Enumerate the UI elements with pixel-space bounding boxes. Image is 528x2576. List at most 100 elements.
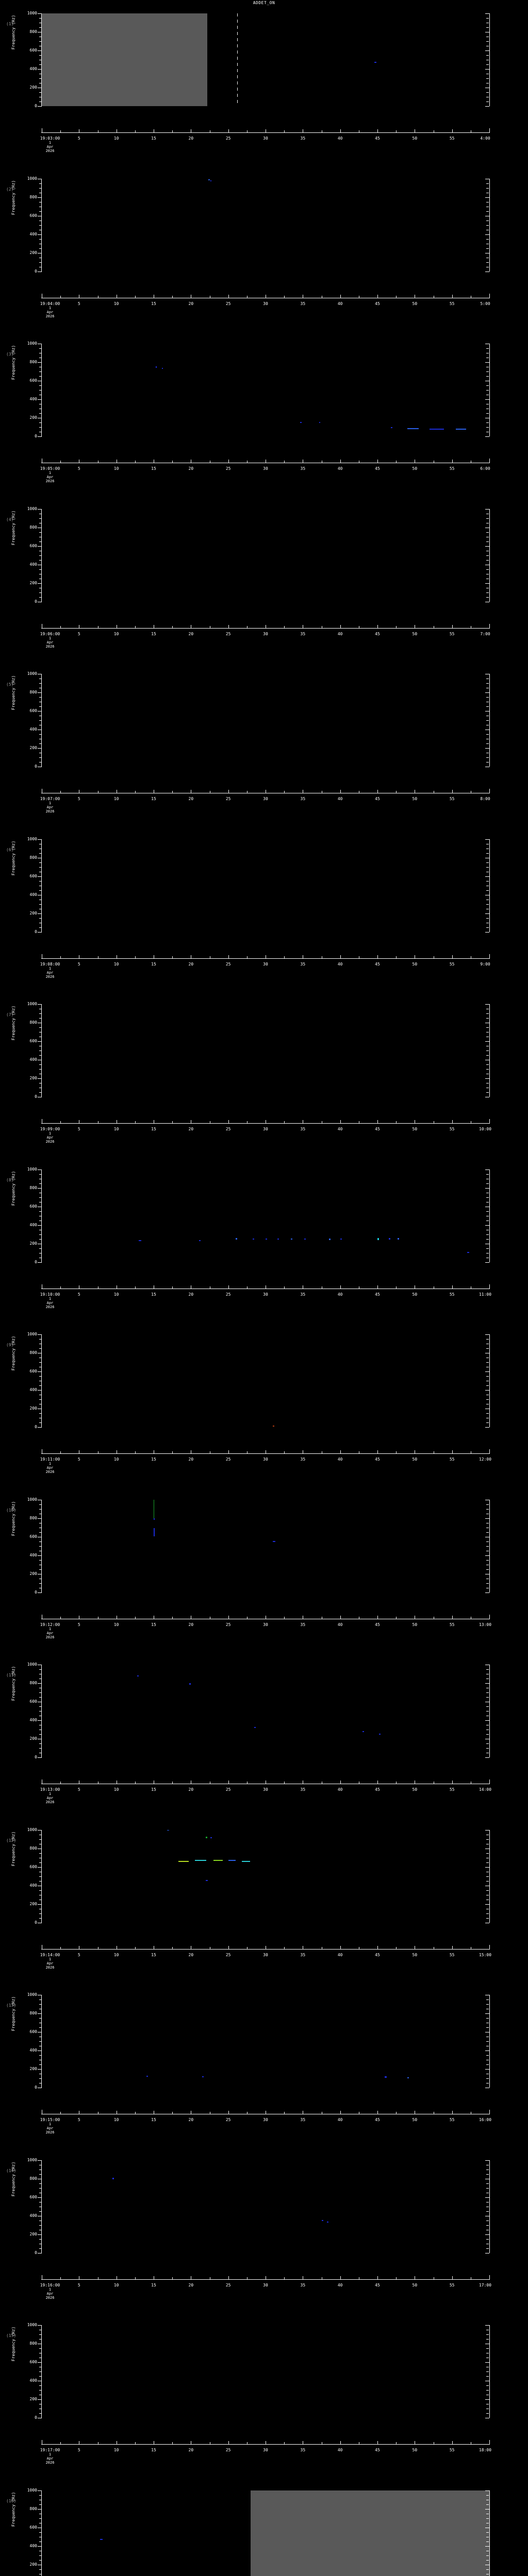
x-axis-tick <box>284 2277 285 2279</box>
plot-area[interactable] <box>42 2325 489 2418</box>
x-axis-tick <box>377 460 378 463</box>
x-axis-tick <box>340 1615 341 1619</box>
plot-area[interactable] <box>42 1004 489 1097</box>
detection-mark <box>210 1837 212 1839</box>
x-axis-spine <box>41 2444 490 2445</box>
y-axis-tick <box>486 1999 489 2000</box>
x-axis-tick-label: 35 <box>300 1952 306 1957</box>
y-axis-tick <box>39 211 42 212</box>
x-axis-tick <box>284 1616 285 1619</box>
plot-area[interactable] <box>42 1665 489 1757</box>
y-axis-tick <box>39 904 42 905</box>
x-axis-tick-label: 35 <box>300 1127 306 1131</box>
plot-area[interactable] <box>42 1995 489 2088</box>
plot-area[interactable] <box>42 344 489 436</box>
x-axis-start-label: 19:11:00 <box>40 1457 60 1462</box>
y-axis-tick <box>485 2362 489 2363</box>
x-axis-tick <box>284 791 285 793</box>
y-axis-tick-label: 600 <box>29 1534 37 1539</box>
y-axis-tick <box>486 1913 489 1914</box>
x-axis-tick-label: 20 <box>188 1292 194 1297</box>
y-axis-tick <box>39 862 42 863</box>
y-axis-tick <box>38 399 42 400</box>
detection-mark <box>273 1426 275 1427</box>
detection-mark <box>206 1880 208 1882</box>
x-axis-spine <box>41 1948 490 1950</box>
y-axis-tick-label: 0 <box>35 2085 37 2090</box>
x-axis-tick <box>340 790 341 793</box>
y-axis-tick <box>486 64 489 65</box>
plot-area[interactable] <box>42 1334 489 1427</box>
x-axis-tick <box>60 1616 61 1619</box>
x-axis-tick <box>377 1450 378 1453</box>
detection-mark <box>319 422 321 423</box>
plot-area[interactable] <box>42 2490 489 2576</box>
plot-area[interactable] <box>42 13 489 106</box>
y-axis-tick <box>38 876 42 877</box>
y-axis-tick-label: 600 <box>29 1699 37 1704</box>
x-axis-tick-label: 30 <box>263 961 268 967</box>
plot-area[interactable] <box>42 674 489 767</box>
y-axis-tick <box>486 867 489 868</box>
y-axis-tick-label: 200 <box>29 2231 37 2236</box>
y-axis-tick <box>486 1348 489 1349</box>
y-axis-tick-label: 200 <box>29 415 37 420</box>
plot-area[interactable] <box>42 1169 489 1262</box>
plot-area[interactable] <box>42 1499 489 1592</box>
x-axis-tick-label: 15 <box>151 1622 156 1627</box>
detection-mark <box>137 1675 139 1676</box>
spectrogram-panel: (14) 0 200 400 600 800 1000 Frequency (Hz) 19:16… <box>0 2154 528 2319</box>
x-axis-tick-label: 10 <box>113 796 119 801</box>
y-axis-tick <box>38 1904 42 1905</box>
detection-mark <box>385 2076 387 2078</box>
x-axis-tick-label: 25 <box>225 2117 231 2122</box>
x-axis-tick-label: 45 <box>375 1127 380 1131</box>
spectrogram-panel: (9) 0 200 400 600 800 1000 Frequency (Hz) 19:11:… <box>0 1328 528 1493</box>
y-axis-tick <box>486 1174 489 1175</box>
x-axis-tick <box>377 1615 378 1619</box>
x-axis-tick <box>60 791 61 793</box>
y-axis-tick <box>486 262 489 263</box>
y-axis-tick <box>486 92 489 93</box>
y-axis-tick <box>485 2490 489 2491</box>
plot-area[interactable] <box>42 1829 489 1923</box>
y-axis-tick-label: 800 <box>29 360 37 364</box>
x-axis-tick-label: 50 <box>412 1127 418 1131</box>
y-axis-tick-label: 200 <box>29 2066 37 2071</box>
plot-area[interactable] <box>42 2160 489 2253</box>
x-axis-tick-label: 5 <box>77 1127 80 1131</box>
x-axis-spine <box>41 2279 490 2280</box>
x-axis-tick <box>172 956 173 958</box>
x-axis-tick-label: 25 <box>225 1457 231 1462</box>
plot-area[interactable] <box>42 839 489 932</box>
y-axis-tick <box>39 2555 42 2556</box>
y-axis-tick-label: 800 <box>29 1681 37 1685</box>
x-axis-tick <box>396 1121 397 1123</box>
y-axis-tick-label: 1000 <box>27 1992 37 1997</box>
y-axis-tick <box>486 904 489 905</box>
y-axis-tick-label: 1000 <box>27 2157 37 2162</box>
plot-area[interactable] <box>42 509 489 602</box>
y-axis-tick-label: 200 <box>29 2562 37 2567</box>
y-axis-tick <box>38 50 42 51</box>
detection-mark <box>291 1238 293 1240</box>
y-axis-tick <box>39 2495 42 2496</box>
x-axis-tick-label: 25 <box>225 631 231 636</box>
x-axis-tick <box>377 624 378 628</box>
y-axis-tick <box>39 2371 42 2372</box>
plot-area[interactable] <box>42 178 489 272</box>
x-axis-tick <box>340 624 341 628</box>
x-axis-tick <box>135 130 136 132</box>
y-axis-tick <box>485 69 489 70</box>
y-axis-tick <box>486 683 489 684</box>
x-axis-tick-label: 50 <box>412 1622 418 1627</box>
y-axis-tick <box>38 2013 42 2014</box>
y-axis-tick <box>39 1560 42 1561</box>
y-axis-tick-label: 200 <box>29 1736 37 1741</box>
y-axis-tick <box>39 1913 42 1914</box>
y-axis-tick <box>486 1050 489 1051</box>
x-axis-tick <box>172 625 173 628</box>
x-axis-tick <box>135 1451 136 1453</box>
x-axis-tick <box>172 1782 173 1784</box>
x-axis-tick-label: 55 <box>449 961 455 967</box>
